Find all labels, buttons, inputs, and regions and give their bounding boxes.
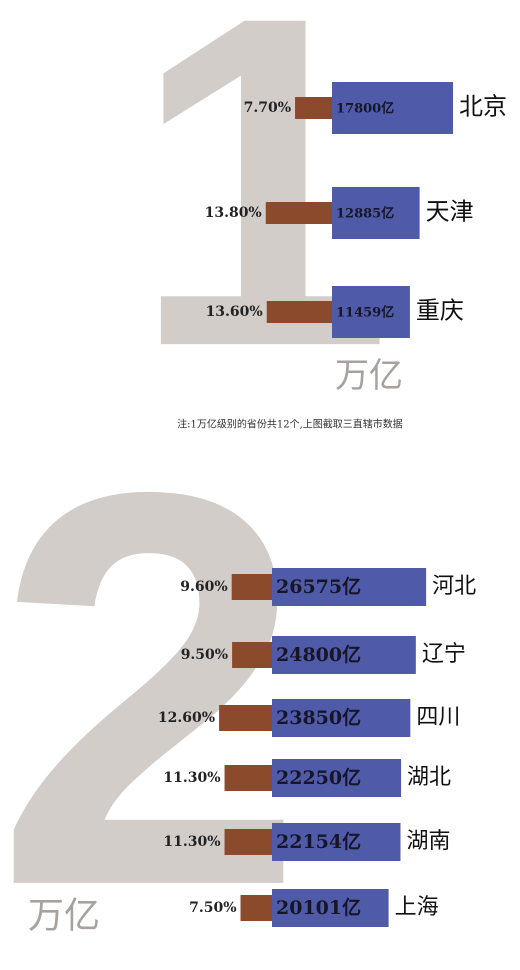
- gdp-bar: [272, 636, 416, 674]
- region-name: 湖南: [406, 828, 450, 853]
- gdp-label: 20101亿: [276, 896, 361, 919]
- growth-label: 11.30%: [163, 834, 220, 850]
- region-name: 天津: [426, 198, 474, 225]
- region-name: 北京: [459, 93, 507, 120]
- gdp-label: 24800亿: [276, 643, 361, 666]
- growth-label: 11.30%: [163, 770, 220, 786]
- gdp-bar: [272, 889, 389, 927]
- region-name: 四川: [416, 704, 460, 729]
- gdp-bar: [332, 286, 410, 338]
- gdp-bar: [272, 759, 402, 797]
- unit-label: 万亿: [335, 357, 403, 395]
- big-digit: 2: [0, 376, 306, 970]
- growth-bar: [231, 574, 272, 600]
- growth-label: 13.60%: [206, 304, 263, 320]
- region-name: 辽宁: [422, 641, 466, 666]
- growth-label: 9.50%: [181, 647, 228, 663]
- growth-label: 9.60%: [180, 579, 227, 595]
- gdp-bar: [272, 823, 401, 861]
- gdp-label: 22250亿: [276, 766, 361, 789]
- growth-bar: [240, 895, 272, 921]
- growth-label: 12.60%: [158, 710, 215, 726]
- gdp-bar: [332, 82, 454, 134]
- growth-label: 7.50%: [189, 900, 236, 916]
- region-name: 河北: [432, 573, 476, 598]
- growth-bar: [265, 202, 332, 224]
- region-name: 湖北: [407, 764, 451, 789]
- gdp-bar: [272, 699, 411, 737]
- gdp-label: 23850亿: [276, 706, 361, 729]
- growth-bar: [295, 97, 332, 119]
- note: 注:1万亿级别的省份共12个,上图截取三直辖市数据: [177, 418, 403, 431]
- region-name: 重庆: [416, 297, 464, 324]
- gdp-bar: [332, 187, 420, 239]
- region-name: 上海: [395, 894, 439, 919]
- gdp-label: 11459亿: [336, 305, 394, 321]
- gdp-bar: [272, 568, 427, 606]
- gdp-label: 22154亿: [276, 830, 361, 853]
- gdp-label: 17800亿: [336, 101, 394, 117]
- unit-label: 万亿: [28, 895, 100, 936]
- chart: 2万亿 26575亿 9.60% 河北 24800亿 9.50% 辽宁 23850亿 12.60…: [0, 376, 476, 970]
- growth-bar: [232, 642, 272, 668]
- growth-bar: [224, 829, 272, 855]
- growth-label: 13.80%: [205, 205, 262, 221]
- gdp-label: 26575亿: [276, 575, 361, 598]
- growth-bar: [266, 301, 332, 323]
- gdp-label: 12885亿: [336, 206, 394, 222]
- growth-bar: [219, 705, 272, 731]
- growth-label: 7.70%: [244, 100, 291, 116]
- growth-bar: [224, 765, 272, 791]
